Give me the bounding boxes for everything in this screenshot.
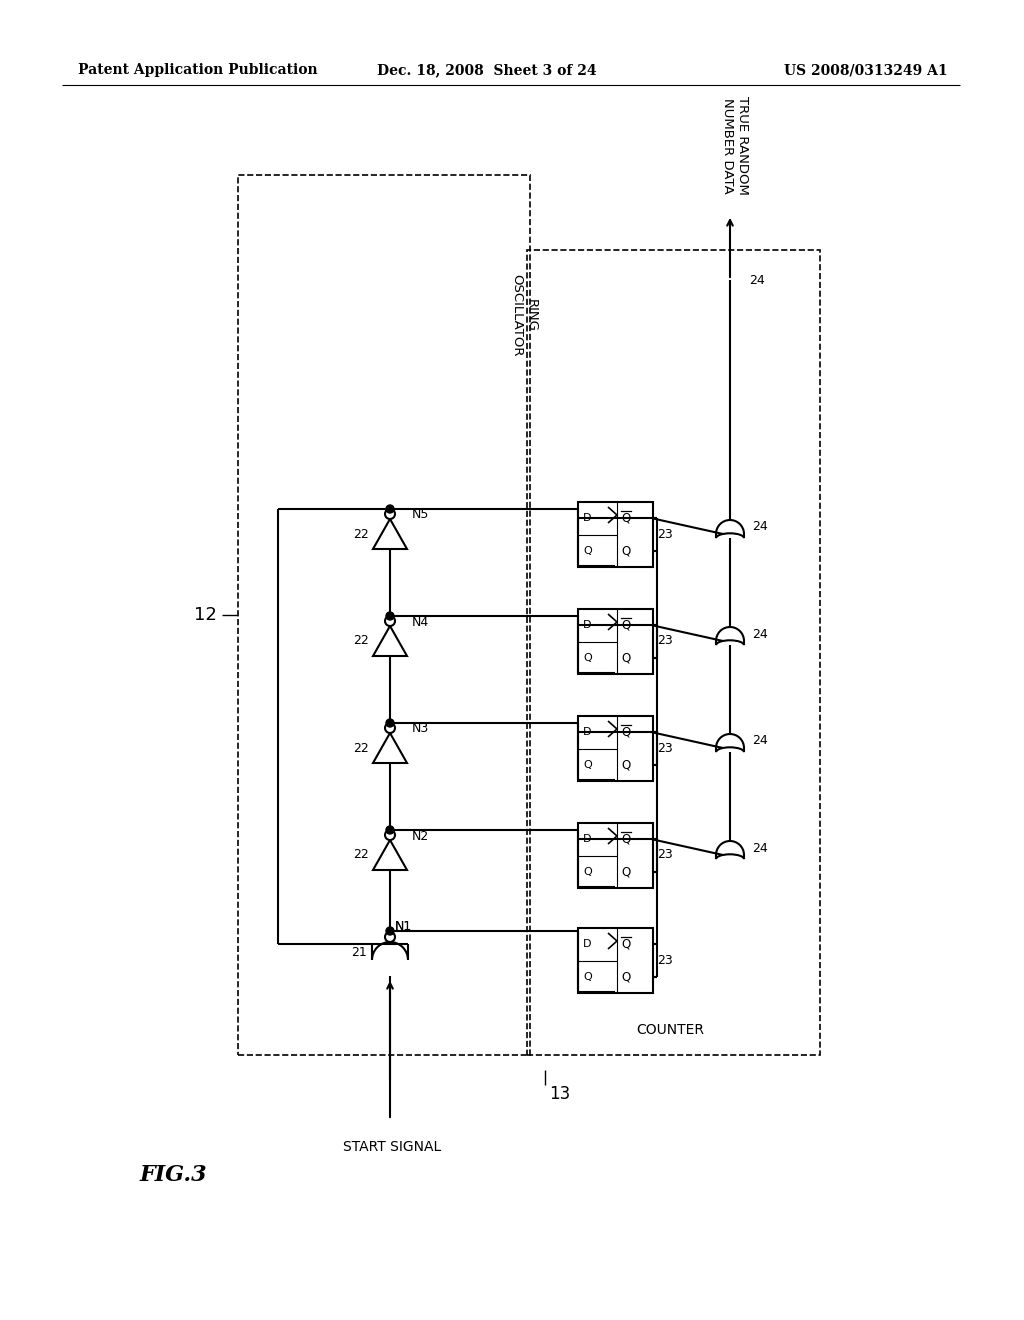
Text: 21: 21	[351, 945, 367, 958]
Bar	[578, 502, 653, 568]
Text: 24: 24	[752, 627, 768, 640]
Polygon shape	[373, 733, 407, 763]
Bar	[578, 822, 653, 888]
Text: D: D	[583, 620, 592, 630]
Text: Q: Q	[583, 972, 592, 982]
Text: COUNTER: COUNTER	[636, 1023, 705, 1038]
Bar	[578, 609, 653, 675]
Polygon shape	[373, 840, 407, 870]
Circle shape	[386, 826, 394, 834]
Text: Q: Q	[583, 545, 592, 556]
Circle shape	[386, 719, 394, 727]
Text: N3: N3	[412, 722, 429, 735]
Text: Q: Q	[621, 970, 630, 983]
Text: TRUE RANDOM
NUMBER DATA: TRUE RANDOM NUMBER DATA	[721, 96, 749, 195]
Text: Dec. 18, 2008  Sheet 3 of 24: Dec. 18, 2008 Sheet 3 of 24	[377, 63, 597, 77]
Text: 24: 24	[749, 273, 765, 286]
Text: 24: 24	[752, 842, 768, 854]
Bar	[578, 715, 653, 781]
Text: N1: N1	[395, 920, 413, 932]
Text: 22: 22	[353, 635, 369, 648]
Text: D: D	[583, 834, 592, 845]
Text: 22: 22	[353, 742, 369, 755]
Circle shape	[385, 616, 395, 626]
Text: N2: N2	[412, 829, 429, 842]
Text: N5: N5	[412, 508, 429, 521]
Text: Patent Application Publication: Patent Application Publication	[78, 63, 317, 77]
Circle shape	[386, 612, 394, 620]
Text: Q: Q	[583, 653, 592, 663]
Text: 22: 22	[353, 528, 369, 540]
Text: D: D	[583, 727, 592, 738]
Text: Q: Q	[621, 512, 630, 525]
Text: Q: Q	[621, 726, 630, 739]
Text: FIG.3: FIG.3	[140, 1164, 208, 1185]
Circle shape	[385, 510, 395, 519]
Text: RING
OSCILLATOR: RING OSCILLATOR	[510, 273, 538, 356]
Polygon shape	[373, 519, 407, 549]
Text: N4: N4	[412, 615, 429, 628]
Text: 23: 23	[657, 849, 673, 862]
Text: Q: Q	[621, 544, 630, 557]
Text: 24: 24	[752, 520, 768, 533]
Text: 23: 23	[657, 635, 673, 648]
Bar	[238, 176, 530, 1055]
Bar	[527, 249, 820, 1055]
Text: 23: 23	[657, 742, 673, 755]
Text: Q: Q	[621, 937, 630, 950]
Text: D: D	[583, 513, 592, 523]
Bar	[578, 928, 653, 993]
Text: Q: Q	[621, 758, 630, 771]
Text: N1: N1	[395, 920, 413, 933]
Text: Q: Q	[583, 867, 592, 876]
Circle shape	[386, 506, 394, 513]
Circle shape	[385, 723, 395, 733]
Text: D: D	[583, 940, 592, 949]
Text: 22: 22	[353, 849, 369, 862]
Text: 23: 23	[657, 528, 673, 540]
Circle shape	[386, 927, 394, 935]
Text: Q: Q	[621, 619, 630, 632]
Text: Q: Q	[621, 865, 630, 878]
Text: 23: 23	[657, 953, 673, 966]
Text: 12: 12	[195, 606, 217, 624]
Text: Q: Q	[583, 760, 592, 770]
Text: Q: Q	[621, 651, 630, 664]
Text: START SIGNAL: START SIGNAL	[343, 1140, 441, 1154]
Text: 13: 13	[549, 1085, 570, 1104]
Polygon shape	[373, 626, 407, 656]
Text: Q: Q	[621, 833, 630, 846]
Text: 24: 24	[752, 734, 768, 747]
Text: US 2008/0313249 A1: US 2008/0313249 A1	[784, 63, 948, 77]
Circle shape	[385, 932, 395, 942]
Circle shape	[385, 830, 395, 840]
